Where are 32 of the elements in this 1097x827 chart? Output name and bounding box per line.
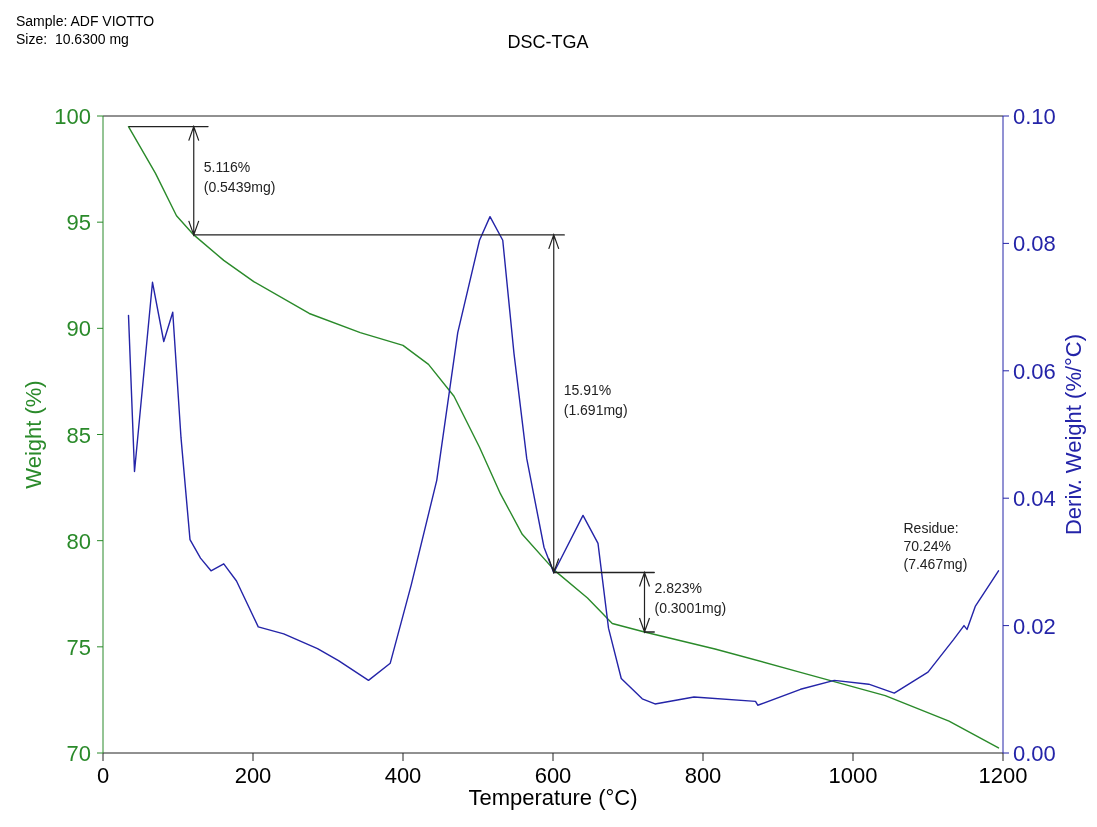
annotation: 15.91% (1.691mg) (563, 381, 628, 418)
y-tick-label: 100 (54, 104, 91, 129)
y-tick-label: 80 (66, 528, 91, 554)
x-tick-label: 600 (534, 763, 572, 788)
x-axis-title: Temperature (°C) (468, 785, 638, 810)
y-tick-label: 90 (66, 316, 91, 342)
line-series (127, 215, 1000, 706)
x-tick-label: 800 (684, 763, 722, 788)
y2-tick-label: 0.10 (1013, 104, 1056, 129)
y-tick-label: 70 (66, 741, 91, 766)
chart-title: DSC-TGA (507, 32, 589, 52)
x-tick-label: 1000 (828, 763, 878, 788)
annotation: Residue: 70.24% (7.467mg) (903, 519, 968, 572)
y-tick-label: 75 (66, 634, 91, 660)
x-tick-label: 400 (384, 763, 422, 788)
y-tick-label: 95 (66, 210, 91, 236)
y2-tick-label: 0.04 (1013, 486, 1056, 512)
annotation: 5.116% (0.5439mg) (203, 158, 276, 195)
y-axis-title: Weight (%) (21, 380, 46, 489)
y2-tick-label: 0.02 (1013, 613, 1056, 639)
y2-tick-label: 0.08 (1013, 231, 1056, 257)
y-tick-label: 85 (66, 422, 91, 448)
text: Sample: ADF VIOTTO (16, 13, 155, 29)
x-tick-label: 200 (234, 763, 272, 788)
text: Size: 10.6300 mg (16, 31, 129, 47)
y2-tick-label: 0.00 (1013, 741, 1056, 766)
annotation: 2.823% (0.3001mg) (654, 580, 727, 617)
line-series (127, 125, 1000, 749)
y2-axis-title: Deriv. Weight (%/°C) (1061, 333, 1086, 536)
y2-tick-label: 0.06 (1013, 358, 1056, 384)
x-tick-label: 1200 (978, 763, 1028, 788)
x-tick-label: 0 (96, 763, 110, 788)
